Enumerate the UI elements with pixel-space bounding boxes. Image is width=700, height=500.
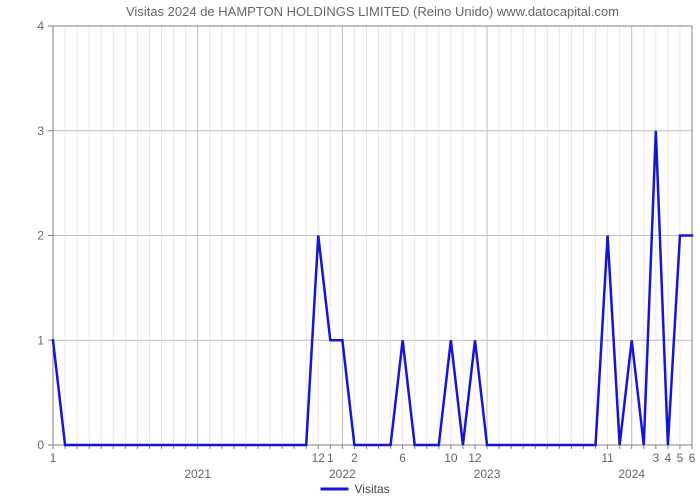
x-month-label: 6 xyxy=(399,451,406,465)
x-month-label: 10 xyxy=(444,451,458,465)
x-year-label: 2021 xyxy=(184,467,211,481)
visits-line xyxy=(53,131,692,445)
y-tick-label: 1 xyxy=(37,333,44,347)
legend-label: Visitas xyxy=(355,482,390,496)
x-month-label: 2 xyxy=(351,451,358,465)
y-tick-label: 2 xyxy=(37,229,44,243)
x-month-label: 12 xyxy=(312,451,326,465)
legend: Visitas xyxy=(321,482,390,496)
y-tick-label: 0 xyxy=(37,438,44,452)
x-year-label: 2023 xyxy=(474,467,501,481)
x-year-label: 2024 xyxy=(618,467,645,481)
y-tick-label: 3 xyxy=(37,124,44,138)
x-month-label: 11 xyxy=(601,451,614,465)
x-month-label: 1 xyxy=(327,451,334,465)
chart-title: Visitas 2024 de HAMPTON HOLDINGS LIMITED… xyxy=(126,4,619,19)
x-year-label: 2022 xyxy=(329,467,356,481)
x-month-label: 1 xyxy=(50,451,57,465)
x-month-label: 3 xyxy=(652,451,659,465)
x-month-label: 4 xyxy=(665,451,672,465)
x-month-label: 12 xyxy=(468,451,482,465)
x-month-label: 6 xyxy=(689,451,696,465)
visits-chart: Visitas 2024 de HAMPTON HOLDINGS LIMITED… xyxy=(0,0,700,500)
x-month-label: 5 xyxy=(677,451,684,465)
y-tick-label: 4 xyxy=(37,19,44,33)
